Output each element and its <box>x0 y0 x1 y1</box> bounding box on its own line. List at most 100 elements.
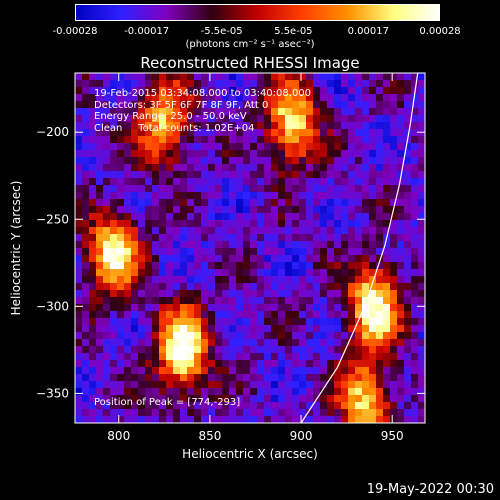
heatmap-cell <box>208 332 216 340</box>
heatmap-cell <box>152 402 160 410</box>
heatmap-cell <box>369 290 377 298</box>
heatmap-cell <box>341 269 349 277</box>
heatmap-cell <box>292 311 300 319</box>
heatmap-cell <box>313 346 321 354</box>
heatmap-cell <box>208 325 216 333</box>
heatmap-cell <box>138 227 146 235</box>
heatmap-cell <box>96 157 104 165</box>
annotation-energy: Energy Range: 25.0 - 50.0 keV <box>94 111 247 122</box>
heatmap-cell <box>362 122 370 130</box>
heatmap-cell <box>236 339 244 347</box>
heatmap-cell <box>271 255 279 263</box>
heatmap-cell <box>278 318 286 326</box>
heatmap-cell <box>187 283 195 291</box>
heatmap-cell <box>96 318 104 326</box>
heatmap-cell <box>355 360 363 368</box>
heatmap-cell <box>355 136 363 144</box>
heatmap-cell <box>236 367 244 375</box>
heatmap-cell <box>320 115 328 123</box>
heatmap-cell <box>418 192 425 200</box>
heatmap-cell <box>138 164 146 172</box>
heatmap-cell <box>89 178 97 186</box>
heatmap-cell <box>397 80 405 88</box>
heatmap-cell <box>103 129 111 137</box>
heatmap-cell <box>292 241 300 249</box>
heatmap-cell <box>208 381 216 389</box>
heatmap-cell <box>117 262 125 270</box>
heatmap-cell <box>208 416 216 423</box>
heatmap-cell <box>299 206 307 214</box>
heatmap-cell <box>82 360 90 368</box>
heatmap-cell <box>236 388 244 396</box>
heatmap-cell <box>222 143 230 151</box>
heatmap-cell <box>229 374 237 382</box>
heatmap-cell <box>103 157 111 165</box>
heatmap-cell <box>264 73 272 81</box>
heatmap-cell <box>271 80 279 88</box>
heatmap-cell <box>75 276 83 284</box>
heatmap-cell <box>397 311 405 319</box>
heatmap-cell <box>229 206 237 214</box>
heatmap-cell <box>418 213 425 221</box>
heatmap-cell <box>418 304 425 312</box>
heatmap-cell <box>229 94 237 102</box>
heatmap-cell <box>96 192 104 200</box>
heatmap-cell <box>124 353 132 361</box>
heatmap-cell <box>124 164 132 172</box>
heatmap-cell <box>82 374 90 382</box>
heatmap-cell <box>124 129 132 137</box>
heatmap-cell <box>208 129 216 137</box>
heatmap-cell <box>348 346 356 354</box>
heatmap-cell <box>292 402 300 410</box>
heatmap-cell <box>369 129 377 137</box>
heatmap-cell <box>376 360 384 368</box>
heatmap-cell <box>355 248 363 256</box>
heatmap-cell <box>292 199 300 207</box>
heatmap-cell <box>299 136 307 144</box>
heatmap-cell <box>89 206 97 214</box>
heatmap-cell <box>334 297 342 305</box>
heatmap-cell <box>404 416 412 423</box>
heatmap-cell <box>82 94 90 102</box>
heatmap-cell <box>362 353 370 361</box>
heatmap-cell <box>145 325 153 333</box>
heatmap-cell <box>187 178 195 186</box>
heatmap-cell <box>96 409 104 417</box>
heatmap-cell <box>124 185 132 193</box>
heatmap-cell <box>159 367 167 375</box>
heatmap-cell <box>75 402 83 410</box>
heatmap-cell <box>96 122 104 130</box>
heatmap-cell <box>299 150 307 158</box>
heatmap-cell <box>306 185 314 193</box>
heatmap-cell <box>173 395 181 403</box>
heatmap-cell <box>124 192 132 200</box>
heatmap-cell <box>124 367 132 375</box>
heatmap-cell <box>278 283 286 291</box>
heatmap-cell <box>152 283 160 291</box>
heatmap-cell <box>327 339 335 347</box>
heatmap-cell <box>180 409 188 417</box>
heatmap-cell <box>124 220 132 228</box>
heatmap-cell <box>362 388 370 396</box>
heatmap-cell <box>390 339 398 347</box>
heatmap-cell <box>264 143 272 151</box>
heatmap-cell <box>250 164 258 172</box>
heatmap-cell <box>299 241 307 249</box>
heatmap-cell <box>257 409 265 417</box>
heatmap-cell <box>152 129 160 137</box>
heatmap-cell <box>264 206 272 214</box>
heatmap-cell <box>348 367 356 375</box>
heatmap-cell <box>208 276 216 284</box>
heatmap-cell <box>208 367 216 375</box>
heatmap-cell <box>229 332 237 340</box>
heatmap-cell <box>173 353 181 361</box>
heatmap-cell <box>208 178 216 186</box>
heatmap-cell <box>208 360 216 368</box>
heatmap-cell <box>257 360 265 368</box>
heatmap-cell <box>110 367 118 375</box>
heatmap-cell <box>194 360 202 368</box>
heatmap-cell <box>229 227 237 235</box>
heatmap-cell <box>362 206 370 214</box>
heatmap-cell <box>138 115 146 123</box>
heatmap-cell <box>187 164 195 172</box>
